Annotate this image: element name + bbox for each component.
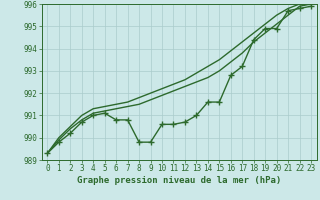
X-axis label: Graphe pression niveau de la mer (hPa): Graphe pression niveau de la mer (hPa) <box>77 176 281 185</box>
